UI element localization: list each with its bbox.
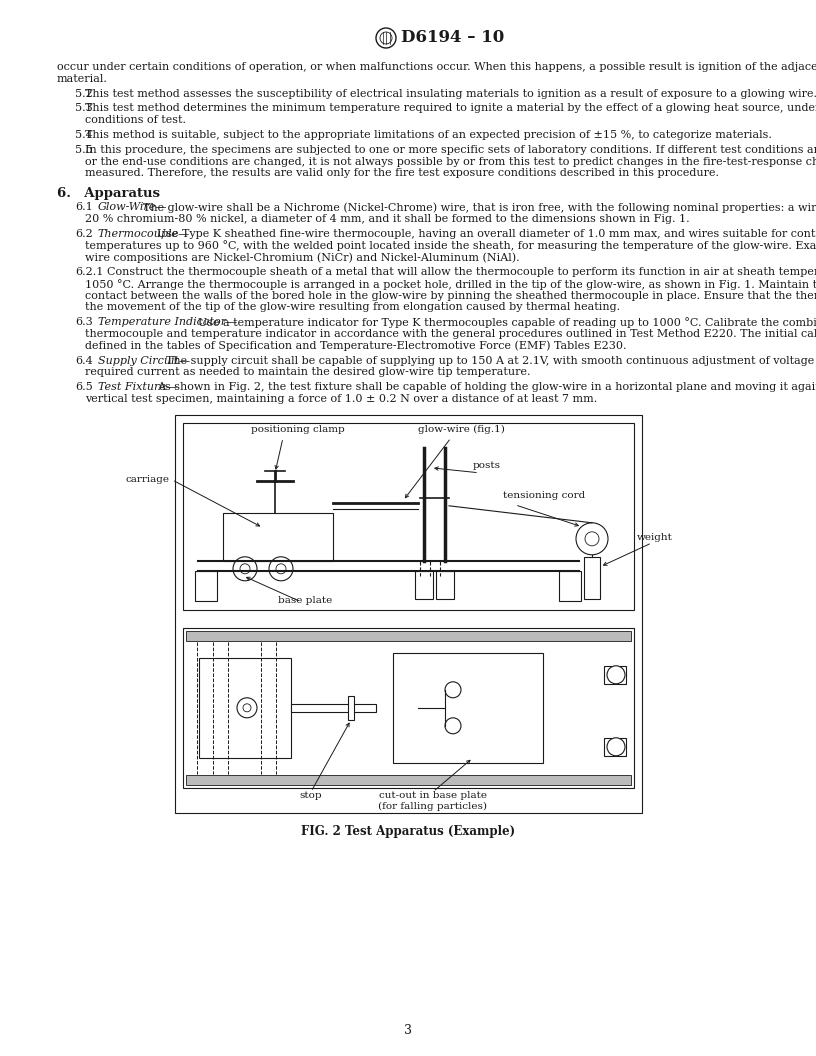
Text: FIG. 2 Test Apparatus (Example): FIG. 2 Test Apparatus (Example) <box>301 825 515 837</box>
Text: positioning clamp: positioning clamp <box>251 425 344 434</box>
Text: This method is suitable, subject to the appropriate limitations of an expected p: This method is suitable, subject to the … <box>85 130 772 140</box>
Bar <box>436 571 454 599</box>
Text: 5.4: 5.4 <box>75 130 93 140</box>
Circle shape <box>445 718 461 734</box>
Text: vertical test specimen, maintaining a force of 1.0 ± 0.2 N over a distance of at: vertical test specimen, maintaining a fo… <box>85 394 597 404</box>
Bar <box>604 665 626 684</box>
Text: Thermocouple—: Thermocouple— <box>98 228 190 239</box>
Text: thermocouple and temperature indicator in accordance with the general procedures: thermocouple and temperature indicator i… <box>85 329 816 339</box>
Bar <box>223 513 333 561</box>
Circle shape <box>233 557 257 581</box>
Text: (for falling particles): (for falling particles) <box>379 802 487 811</box>
Text: Temperature Indicator—: Temperature Indicator— <box>98 317 237 327</box>
Text: Use Type K sheathed fine-wire thermocouple, having an overall diameter of 1.0 mm: Use Type K sheathed fine-wire thermocoup… <box>157 228 816 239</box>
Text: carriage: carriage <box>126 475 170 484</box>
Text: contact between the walls of the bored hole in the glow-wire by pinning the shea: contact between the walls of the bored h… <box>85 290 816 301</box>
Bar <box>393 653 543 762</box>
Text: 6.3: 6.3 <box>75 317 93 327</box>
Text: Supply Circuit—: Supply Circuit— <box>98 356 190 365</box>
Bar <box>186 775 631 785</box>
Text: posts: posts <box>473 460 501 470</box>
Bar <box>186 630 631 641</box>
Text: 3: 3 <box>404 1024 412 1037</box>
Bar <box>584 557 600 599</box>
Text: 6.2.1: 6.2.1 <box>75 267 104 277</box>
Bar <box>415 571 433 599</box>
Text: or the end-use conditions are changed, it is not always possible by or from this: or the end-use conditions are changed, i… <box>85 156 816 167</box>
Text: material.: material. <box>57 74 108 83</box>
Circle shape <box>607 665 625 684</box>
Text: 20 % chromium-80 % nickel, a diameter of 4 mm, and it shall be formed to the dim: 20 % chromium-80 % nickel, a diameter of… <box>85 213 690 224</box>
Circle shape <box>276 564 286 573</box>
Text: D6194 – 10: D6194 – 10 <box>401 30 504 46</box>
Text: occur under certain conditions of operation, or when malfunctions occur. When th: occur under certain conditions of operat… <box>57 62 816 72</box>
Text: 6.1: 6.1 <box>75 202 93 212</box>
Text: defined in the tables of Specification and Temperature-Electromotive Force (EMF): defined in the tables of Specification a… <box>85 341 627 352</box>
Text: The supply circuit shall be capable of supplying up to 150 A at 2.1V, with smoot: The supply circuit shall be capable of s… <box>166 356 816 365</box>
Bar <box>291 703 376 712</box>
Bar <box>183 422 634 609</box>
Circle shape <box>576 523 608 554</box>
Bar <box>199 658 291 758</box>
Bar <box>559 571 581 601</box>
Text: 1050 °C. Arrange the thermocouple is arranged in a pocket hole, drilled in the t: 1050 °C. Arrange the thermocouple is arr… <box>85 279 816 289</box>
Bar <box>348 696 354 720</box>
Text: Use a temperature indicator for Type K thermocouples capable of reading up to 10: Use a temperature indicator for Type K t… <box>198 317 816 328</box>
Text: Glow-Wire—: Glow-Wire— <box>98 202 167 212</box>
Bar <box>183 628 634 788</box>
Text: stop: stop <box>299 791 322 799</box>
Text: 5.2: 5.2 <box>75 89 93 98</box>
Circle shape <box>243 703 251 712</box>
Text: required current as needed to maintain the desired glow-wire tip temperature.: required current as needed to maintain t… <box>85 367 530 377</box>
Text: 5.3: 5.3 <box>75 103 93 113</box>
Text: weight: weight <box>637 533 673 542</box>
Text: the movement of the tip of the glow-wire resulting from elongation caused by the: the movement of the tip of the glow-wire… <box>85 302 620 313</box>
Text: wire compositions are Nickel-Chromium (NiCr) and Nickel-Aluminum (NiAl).: wire compositions are Nickel-Chromium (N… <box>85 252 520 263</box>
Text: In this procedure, the specimens are subjected to one or more specific sets of l: In this procedure, the specimens are sub… <box>85 145 816 155</box>
Text: 6.5: 6.5 <box>75 382 93 392</box>
Text: This test method assesses the susceptibility of electrical insulating materials : This test method assesses the susceptibi… <box>85 89 816 98</box>
Text: base plate: base plate <box>278 596 332 605</box>
Text: 5.5: 5.5 <box>75 145 93 155</box>
Circle shape <box>237 698 257 718</box>
Text: glow-wire (fig.1): glow-wire (fig.1) <box>418 425 505 434</box>
Circle shape <box>269 557 293 581</box>
Text: temperatures up to 960 °C, with the welded point located inside the sheath, for : temperatures up to 960 °C, with the weld… <box>85 241 816 251</box>
Text: cut-out in base plate: cut-out in base plate <box>379 791 487 799</box>
Circle shape <box>607 738 625 756</box>
Bar <box>604 738 626 756</box>
Text: measured. Therefore, the results are valid only for the fire test exposure condi: measured. Therefore, the results are val… <box>85 168 719 178</box>
Bar <box>195 571 217 601</box>
Text: As shown in Fig. 2, the test fixture shall be capable of holding the glow-wire i: As shown in Fig. 2, the test fixture sha… <box>157 382 816 392</box>
Text: 6.4: 6.4 <box>75 356 93 365</box>
Text: This test method determines the minimum temperature required to ignite a materia: This test method determines the minimum … <box>85 103 816 113</box>
Text: tensioning cord: tensioning cord <box>503 491 585 499</box>
Text: 6. Apparatus: 6. Apparatus <box>57 187 160 201</box>
Bar <box>175 415 642 813</box>
Text: Construct the thermocouple sheath of a metal that will allow the thermocouple to: Construct the thermocouple sheath of a m… <box>107 267 816 277</box>
Text: conditions of test.: conditions of test. <box>85 115 186 126</box>
Circle shape <box>445 682 461 698</box>
Text: Test Fixture—: Test Fixture— <box>98 382 177 392</box>
Text: The glow-wire shall be a Nichrome (Nickel-Chrome) wire, that is iron free, with : The glow-wire shall be a Nichrome (Nicke… <box>144 202 816 212</box>
Circle shape <box>585 532 599 546</box>
Circle shape <box>240 564 250 573</box>
Text: 6.2: 6.2 <box>75 228 93 239</box>
